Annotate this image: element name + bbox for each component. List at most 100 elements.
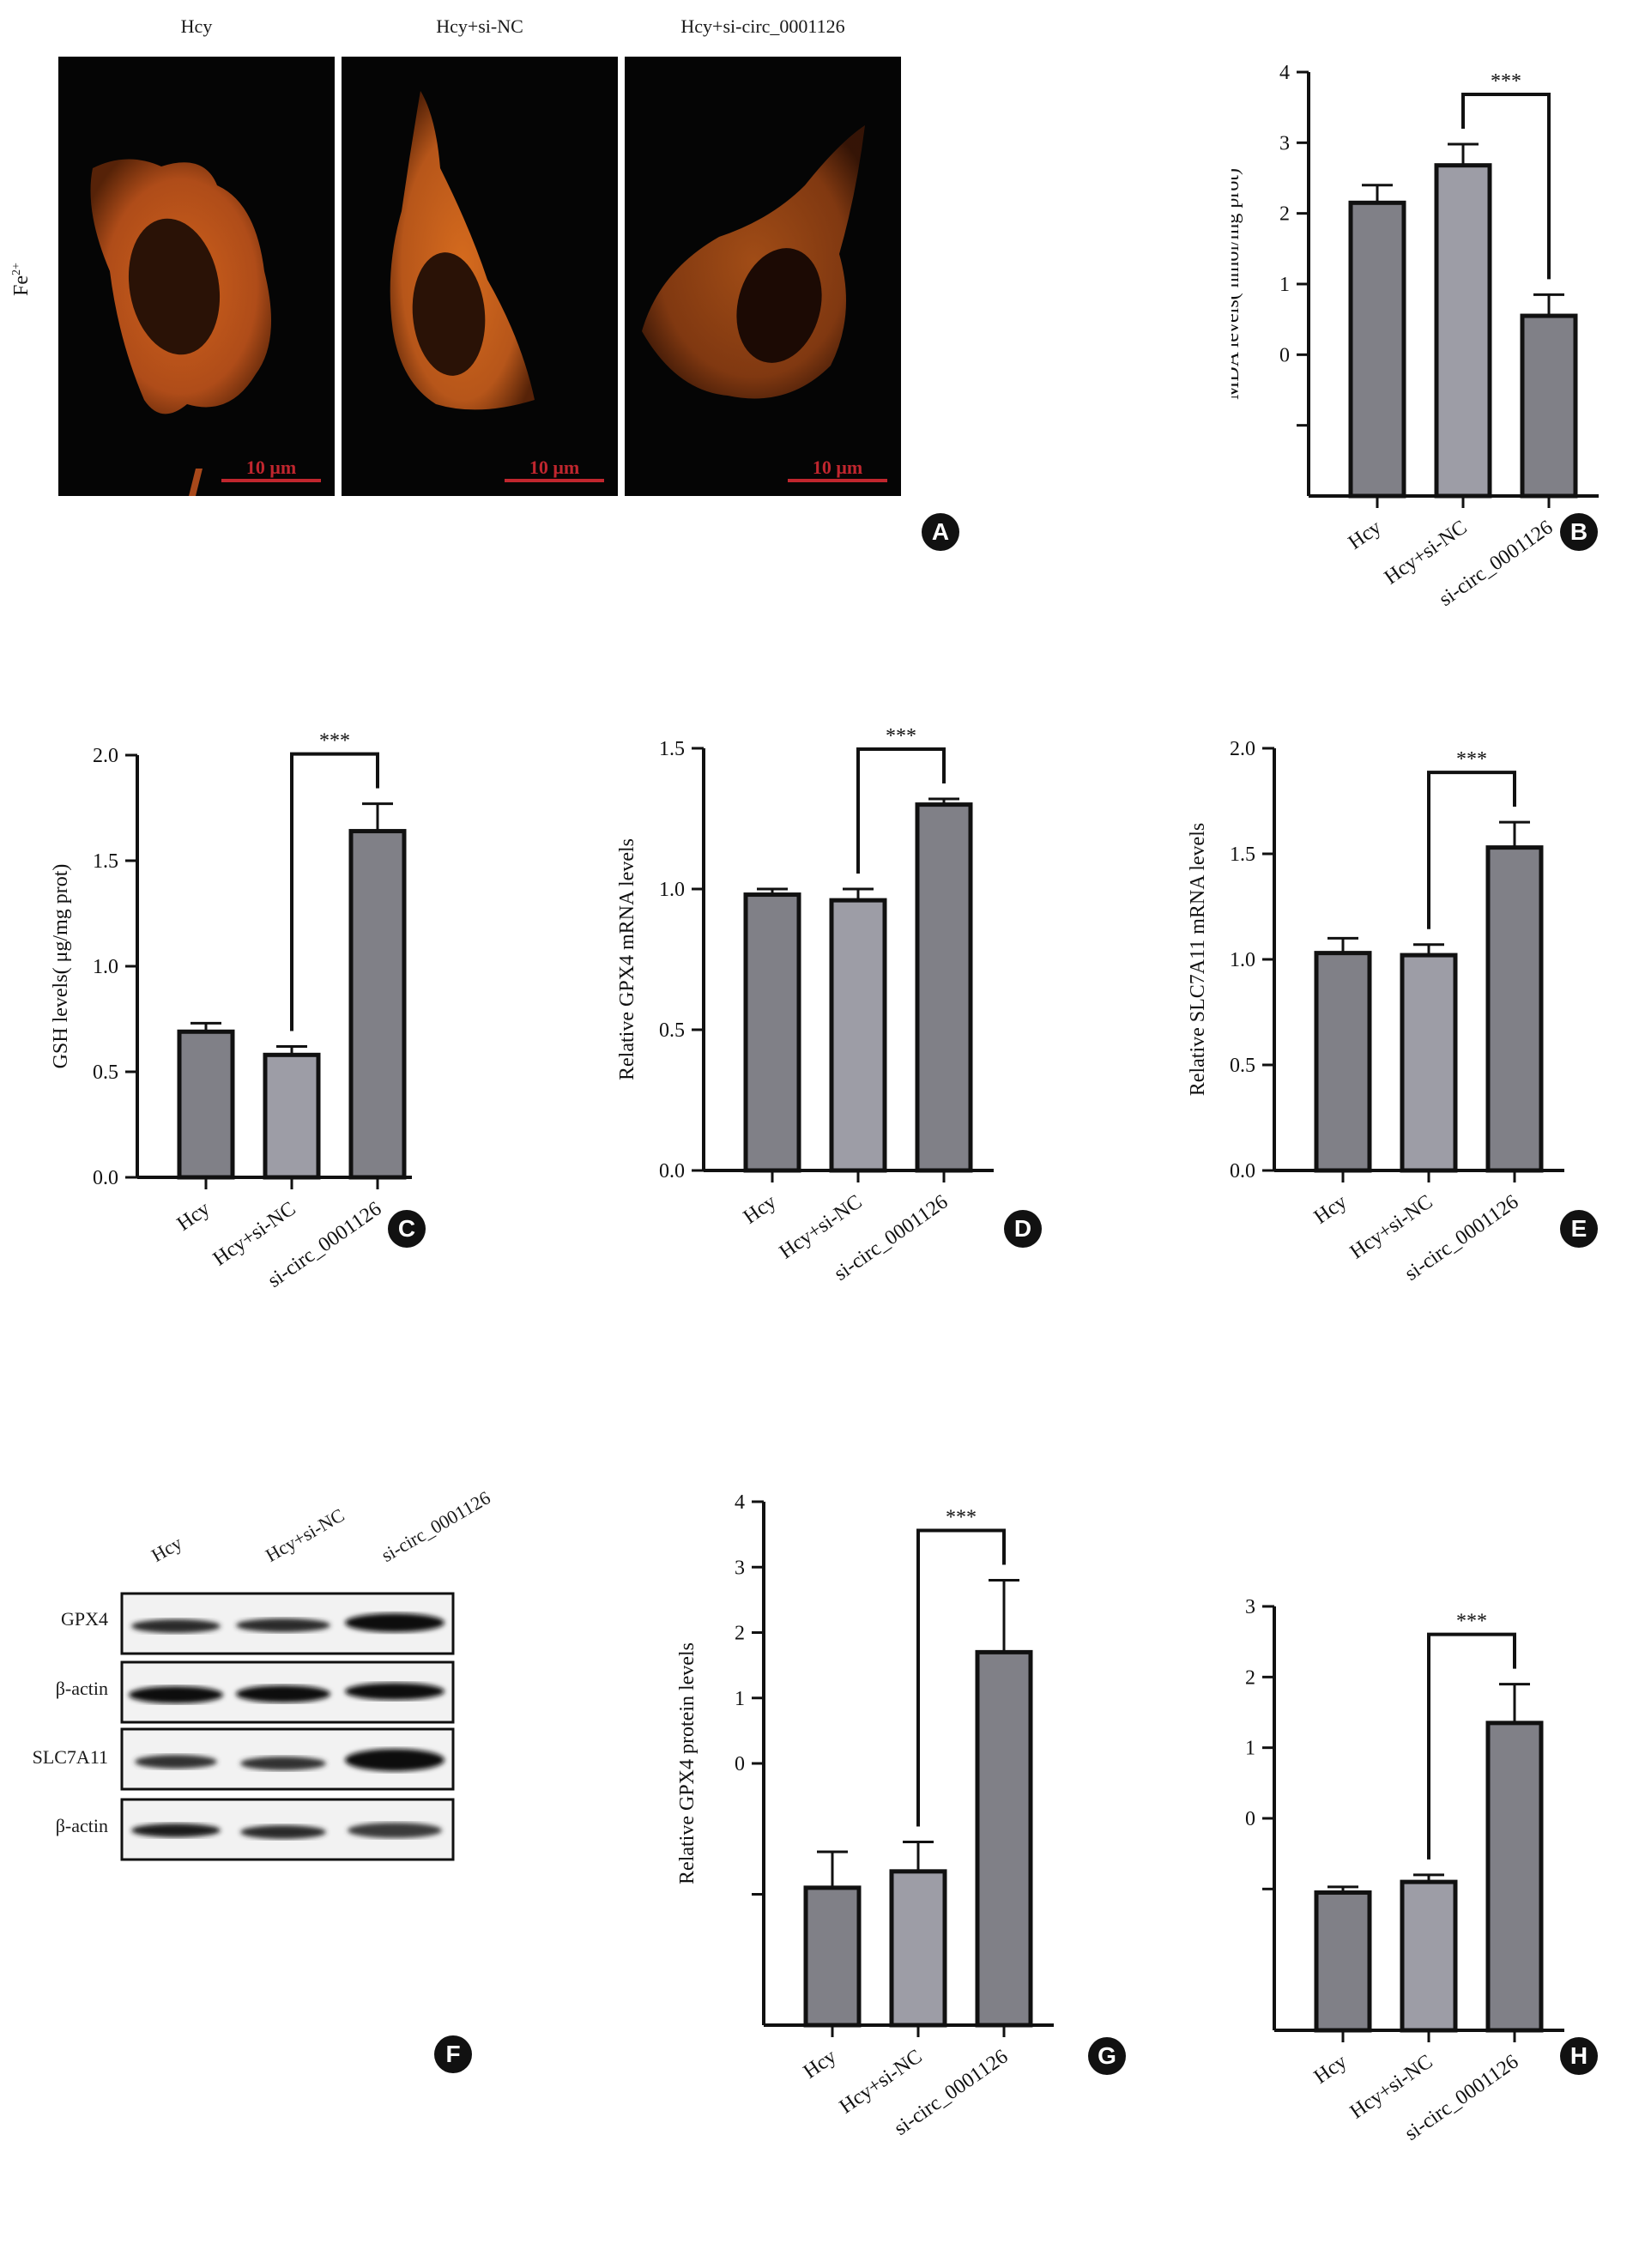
y-axis-label: GSH levels( μg/mg prot) — [50, 864, 72, 1069]
significance-bracket — [1461, 92, 1551, 280]
y-tick-label: 1.5 — [93, 850, 118, 873]
fe2-row-label: Fe2+ — [10, 263, 33, 296]
y-tick-label: 1 — [1245, 1738, 1255, 1760]
fe-charge-text: 2+ — [10, 263, 23, 275]
bar-2 — [1400, 953, 1458, 1173]
chart-h: 0123Relative SLC7A11 protein levelsHcyHc… — [1245, 1596, 1564, 2145]
panel-badge-h: H — [1560, 2037, 1598, 2075]
y-tick-label: 2 — [1245, 1666, 1255, 1689]
y-tick-label: 0 — [1245, 1808, 1255, 1830]
micro-image-hcy-si-nc: 10 μm — [342, 57, 618, 496]
significance-bracket — [916, 1528, 1006, 1827]
bar-3 — [348, 829, 407, 1180]
y-tick-label: 0.5 — [1230, 1055, 1255, 1077]
y-tick-label: 1 — [1279, 274, 1290, 296]
category-label: Hcy — [173, 1198, 215, 1236]
blot-row-label-slc7a11: SLC7A11 — [32, 1746, 108, 1768]
scale-bar-label-2: 10 μm — [529, 457, 579, 478]
category-label: Hcy — [740, 1191, 781, 1229]
y-tick-label: 3 — [735, 1557, 745, 1579]
significance-bracket — [1427, 1632, 1516, 1860]
y-tick-label: 0 — [1279, 344, 1290, 366]
panel-badge-c: C — [388, 1210, 426, 1248]
bar-3 — [975, 1649, 1033, 2028]
category-label: Hcy — [1310, 2051, 1352, 2089]
y-tick-label: 0 — [735, 1753, 745, 1775]
y-tick-label: 2 — [735, 1623, 745, 1645]
bar-3 — [915, 802, 973, 1173]
micro-title-hcy-si-circ: Hcy+si-circ_0001126 — [680, 15, 845, 37]
bar-1 — [1314, 1890, 1372, 2033]
blot-row-label-actin-2: β-actin — [55, 1815, 108, 1836]
panel-badge-f: F — [434, 2035, 472, 2073]
blot-row-label-gpx4: GPX4 — [60, 1608, 108, 1630]
y-tick-label: 0.0 — [1230, 1160, 1255, 1182]
y-tick-label: 0.0 — [93, 1167, 118, 1189]
y-tick-label: 1 — [735, 1688, 745, 1710]
category-label: Hcy — [1310, 1191, 1352, 1229]
panel-badge-b: B — [1560, 513, 1598, 551]
y-tick-label: 2 — [1279, 203, 1290, 226]
blot-image — [120, 1592, 455, 1861]
blot-row-label-actin-1: β-actin — [55, 1678, 108, 1699]
y-tick-label: 1.0 — [1230, 949, 1255, 971]
y-tick-label: 4 — [735, 1491, 745, 1514]
scale-bar-label-3: 10 μm — [813, 457, 862, 478]
bar-2 — [889, 1869, 947, 2028]
y-tick-label: 3 — [1245, 1596, 1255, 1618]
y-axis-label: Relative SLC7A11 mRNA levels — [1187, 823, 1209, 1096]
bar-3 — [1485, 845, 1544, 1173]
bar-3 — [1520, 313, 1578, 499]
blot-lane-hcy-si-nc: Hcy+si-NC — [262, 1503, 348, 1567]
category-label: Hcy — [800, 2046, 841, 2084]
bar-2 — [829, 898, 887, 1173]
bar-2 — [1434, 163, 1492, 499]
y-axis-label: Relative GPX4 mRNA levels — [616, 838, 638, 1080]
bar-1 — [1348, 200, 1406, 499]
bar-1 — [803, 1885, 862, 2028]
y-tick-label: 0.0 — [659, 1160, 685, 1182]
scale-bar-label-1: 10 μm — [246, 457, 296, 478]
bar-3 — [1485, 1721, 1544, 2033]
y-tick-label: 3 — [1279, 132, 1290, 154]
micro-image-hcy: 10 μm — [58, 57, 335, 496]
significance-label: *** — [886, 725, 916, 747]
panel-badge-e: E — [1560, 1210, 1598, 1248]
micro-title-hcy: Hcy — [180, 15, 213, 37]
blot-lane-hcy: Hcy — [148, 1532, 186, 1567]
chart-c: 0.0 0.5 1.0 1.5 2.0 GSH levels( μg/mg prot) Hc… — [50, 730, 412, 1292]
y-tick-label: 1.5 — [659, 738, 685, 760]
bar-1 — [177, 1029, 235, 1180]
chart-e: 0.0 0.5 1.0 1.5 2.0 Relative SLC7A11 mRNA lev… — [1187, 738, 1564, 1285]
y-tick-label: 2.0 — [93, 745, 118, 767]
y-tick-label: 1.0 — [93, 956, 118, 978]
y-tick-label: 0.5 — [93, 1061, 118, 1084]
y-tick-label: 1.5 — [1230, 844, 1255, 866]
bar-2 — [263, 1052, 321, 1180]
significance-label: *** — [946, 1507, 977, 1529]
y-axis-label: MDA levels( nmol/mg prot) — [1231, 168, 1243, 400]
bar-1 — [743, 892, 801, 1173]
y-tick-label: 2.0 — [1230, 738, 1255, 760]
y-tick-label: 4 — [1279, 62, 1290, 84]
significance-bracket — [856, 747, 946, 874]
blot-lane-si-circ: si-circ_0001126 — [378, 1486, 494, 1567]
bar-1 — [1314, 951, 1372, 1173]
panel-badge-g: G — [1088, 2037, 1126, 2075]
panel-badge-d: D — [1004, 1210, 1042, 1248]
y-tick-label: 0.5 — [659, 1019, 685, 1042]
significance-bracket — [1427, 771, 1516, 929]
fe-text: Fe — [10, 275, 33, 296]
panel-badge-a: A — [922, 513, 959, 551]
significance-label: *** — [1456, 748, 1487, 771]
significance-label: *** — [1456, 1611, 1487, 1633]
significance-label: *** — [1491, 70, 1521, 93]
significance-label: *** — [319, 730, 350, 753]
micro-image-hcy-si-circ: 10 μm — [625, 57, 901, 496]
significance-bracket — [290, 752, 379, 1031]
y-tick-label: 1.0 — [659, 879, 685, 901]
bar-2 — [1400, 1879, 1458, 2033]
y-axis-label: Relative GPX4 protein levels — [676, 1642, 698, 1884]
